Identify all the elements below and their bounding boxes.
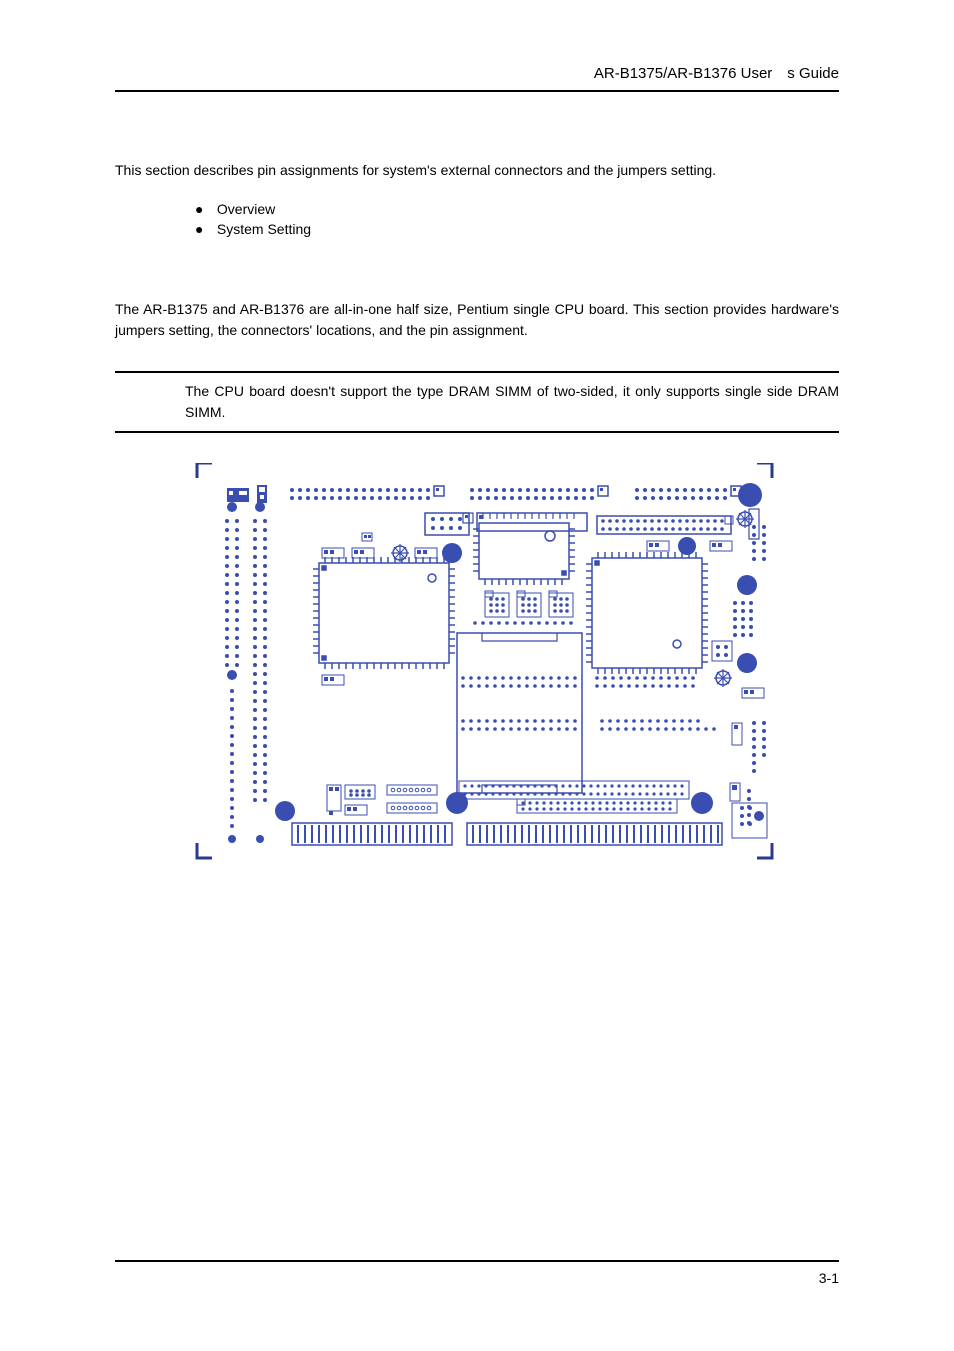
bullet-label: System Setting (217, 221, 311, 237)
page-footer: 3-1 (115, 1260, 839, 1286)
bullet-item: ● System Setting (195, 220, 839, 240)
bullet-icon: ● (195, 200, 213, 220)
note-box: The CPU board doesn't support the type D… (115, 371, 839, 433)
bullet-icon: ● (195, 220, 213, 240)
paragraph-1: The AR-B1375 and AR-B1376 are all-in-one… (115, 299, 839, 341)
header-title: AR-B1375/AR-B1376 User s Guide (115, 65, 839, 92)
pcb-diagram (167, 463, 787, 873)
pcb-diagram-container (115, 463, 839, 878)
bullet-item: ● Overview (195, 200, 839, 220)
bullet-label: Overview (217, 201, 275, 217)
bullet-list: ● Overview ● System Setting (195, 200, 839, 239)
page-number: 3-1 (819, 1270, 839, 1286)
intro-text: This section describes pin assignments f… (115, 162, 839, 178)
note-text: The CPU board doesn't support the type D… (185, 381, 839, 423)
